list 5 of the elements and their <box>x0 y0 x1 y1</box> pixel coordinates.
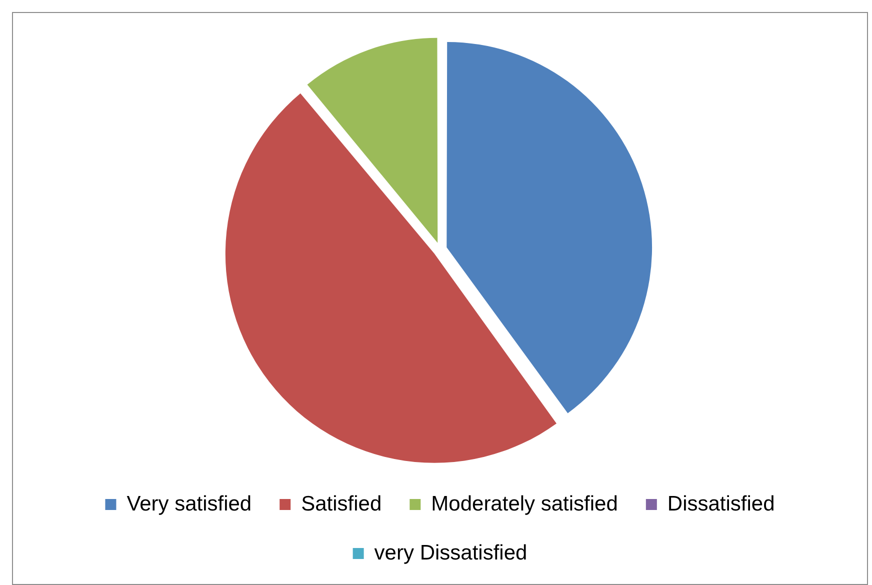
legend-label: Satisfied <box>301 492 382 516</box>
legend-label: Dissatisfied <box>667 492 775 516</box>
legend-label: Very satisfied <box>126 492 252 516</box>
legend-label: Moderately satisfied <box>431 492 618 516</box>
legend-label: very Dissatisfied <box>374 541 528 564</box>
